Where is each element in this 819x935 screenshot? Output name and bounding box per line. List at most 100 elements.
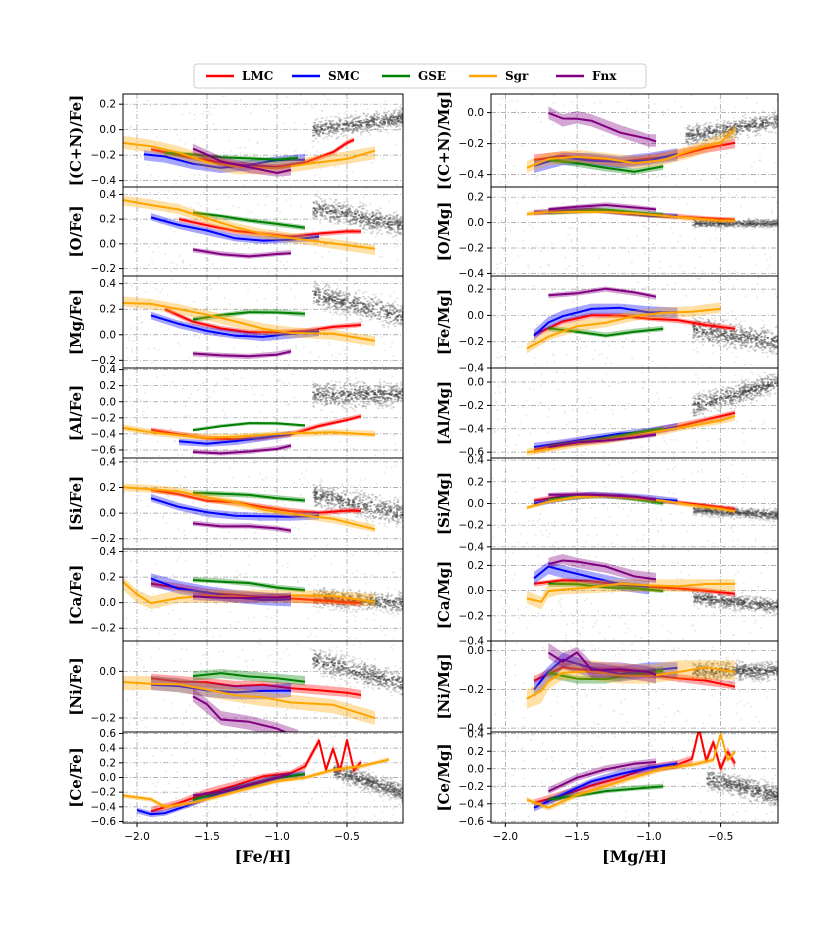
bg-point	[389, 296, 392, 298]
density-point	[390, 387, 393, 390]
density-point	[312, 213, 315, 216]
density-point	[393, 111, 396, 114]
density-point	[335, 307, 338, 309]
density-point	[338, 674, 342, 676]
density-point	[329, 650, 332, 652]
bg-point	[151, 593, 154, 595]
density-point	[328, 661, 331, 664]
bg-point	[244, 388, 247, 391]
density-point	[339, 495, 342, 498]
density-point	[382, 502, 385, 504]
density-point	[337, 218, 340, 221]
density-point	[320, 479, 323, 482]
density-point	[312, 658, 315, 660]
density-point	[335, 606, 338, 608]
density-point	[357, 592, 360, 595]
density-point	[337, 513, 340, 515]
density-point	[315, 201, 318, 204]
density-point	[389, 608, 392, 611]
density-point	[316, 655, 320, 657]
bg-point	[306, 580, 309, 582]
bg-point	[244, 680, 246, 682]
density-point	[383, 605, 386, 607]
density-point	[338, 298, 341, 301]
bg-point	[338, 184, 340, 186]
bg-point	[318, 128, 321, 131]
density-point	[367, 682, 370, 685]
density-point	[331, 673, 334, 675]
density-point	[345, 221, 348, 224]
bg-point	[204, 707, 207, 710]
density-point	[312, 129, 315, 132]
density-point	[380, 505, 383, 507]
density-point	[380, 301, 383, 304]
line-fnx	[192, 147, 292, 174]
density-point	[379, 226, 382, 228]
bg-point	[297, 224, 300, 226]
density-point	[384, 514, 387, 516]
density-point	[334, 292, 337, 295]
density-point	[352, 656, 355, 658]
density-point	[369, 222, 372, 224]
bg-point	[188, 796, 191, 798]
density-point	[342, 406, 345, 409]
density-point	[342, 588, 345, 590]
y-tick-label: −0.2	[91, 355, 117, 367]
density-point	[343, 399, 346, 401]
density-point	[367, 388, 370, 391]
density-point	[345, 399, 348, 402]
density-point	[323, 494, 326, 496]
bg-point	[391, 341, 394, 343]
density-point	[366, 219, 369, 222]
density-point	[378, 298, 381, 301]
density-point	[358, 385, 361, 388]
density-point	[397, 113, 400, 116]
density-point	[394, 231, 397, 233]
density-point	[356, 595, 359, 597]
density-point	[365, 671, 369, 674]
bg-point	[359, 536, 361, 539]
density-point	[373, 517, 376, 520]
density-point	[398, 124, 401, 127]
density-point	[362, 388, 365, 390]
band-smc	[151, 676, 291, 700]
density-point	[388, 217, 391, 219]
density-point	[362, 666, 365, 668]
density-point	[330, 115, 333, 118]
density-point	[336, 670, 339, 672]
density-point	[359, 606, 362, 608]
density-point	[314, 498, 317, 500]
density-point	[336, 216, 339, 219]
bg-point	[170, 718, 173, 720]
density-point	[363, 231, 366, 234]
density-point	[368, 678, 371, 680]
density-point	[359, 674, 362, 676]
density-point	[371, 116, 374, 118]
bg-point	[342, 787, 345, 789]
y-tick-label: −0.2	[91, 713, 117, 725]
density-point	[399, 115, 402, 118]
bg-point	[397, 245, 399, 247]
density-point	[396, 304, 399, 307]
legend-label-sgr: Sgr	[505, 69, 529, 83]
density-point	[357, 492, 360, 494]
density-point	[314, 650, 317, 652]
density-point	[342, 392, 345, 394]
density-point	[397, 613, 400, 615]
density-point	[376, 124, 379, 127]
density-point	[337, 123, 340, 125]
bg-point	[229, 544, 232, 547]
density-point	[319, 386, 322, 389]
bg-point	[127, 356, 129, 359]
density-point	[326, 507, 329, 509]
bg-point	[346, 377, 348, 379]
density-point	[333, 384, 336, 386]
density-point	[317, 300, 320, 302]
density-point	[392, 223, 395, 226]
density-point	[396, 501, 400, 503]
bg-point	[254, 252, 256, 255]
bg-point	[352, 729, 354, 732]
density-point	[357, 309, 360, 312]
density-point	[318, 649, 322, 651]
density-point	[366, 209, 369, 212]
